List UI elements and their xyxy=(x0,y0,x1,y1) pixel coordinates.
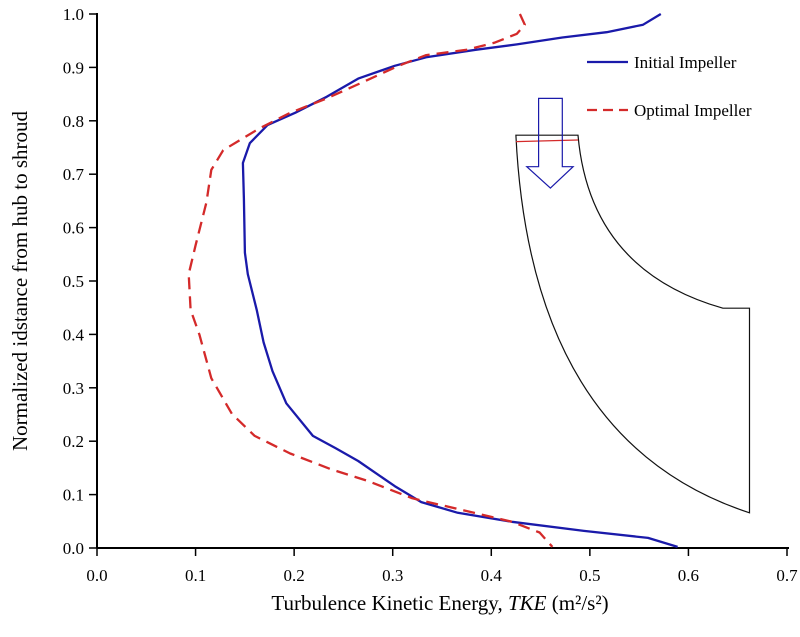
impeller-outline xyxy=(515,134,751,514)
series-line-initial xyxy=(241,13,678,549)
flow-direction-arrow-icon xyxy=(525,97,575,189)
series-lines xyxy=(187,13,678,549)
legend: Initial Impeller Optimal Impeller xyxy=(587,53,752,120)
y-tick-label: 0.2 xyxy=(63,432,84,451)
y-tick-label: 0.3 xyxy=(63,379,84,398)
y-tick-label: 0.4 xyxy=(63,325,85,344)
y-tick-label: 0.6 xyxy=(63,219,84,238)
y-axis-title: Normalized idstance from hub to shroud xyxy=(8,111,32,451)
x-axis-title: Turbulence Kinetic Energy, TKE (m²/s²) xyxy=(271,591,608,615)
x-tick-label: 0.2 xyxy=(284,566,305,585)
y-tick-label: 1.0 xyxy=(63,5,84,24)
impeller-meridional-inset xyxy=(515,97,751,514)
legend-label-optimal: Optimal Impeller xyxy=(634,101,752,120)
x-tick-label: 0.5 xyxy=(579,566,600,585)
x-tick-label: 0.6 xyxy=(678,566,699,585)
y-tick-label: 0.5 xyxy=(63,272,84,291)
series-line-optimal xyxy=(187,13,554,548)
y-tick-label: 0.0 xyxy=(63,539,84,558)
x-tick-label: 0.0 xyxy=(86,566,107,585)
x-tick-label: 0.4 xyxy=(481,566,503,585)
x-tick-label: 0.3 xyxy=(382,566,403,585)
x-tick-label: 0.1 xyxy=(185,566,206,585)
y-tick-label: 0.9 xyxy=(63,58,84,77)
axes: 0.0 0.1 0.2 0.3 0.4 0.5 0.6 0.7 0.0 0.1 0.2 0.3 0.4 0… xyxy=(63,5,798,585)
x-tick-label: 0.7 xyxy=(776,566,798,585)
inlet-section-line xyxy=(515,139,579,143)
y-tick-label: 0.7 xyxy=(63,165,85,184)
legend-label-initial: Initial Impeller xyxy=(634,53,737,72)
y-tick-label: 0.1 xyxy=(63,486,84,505)
y-tick-label: 0.8 xyxy=(63,112,84,131)
